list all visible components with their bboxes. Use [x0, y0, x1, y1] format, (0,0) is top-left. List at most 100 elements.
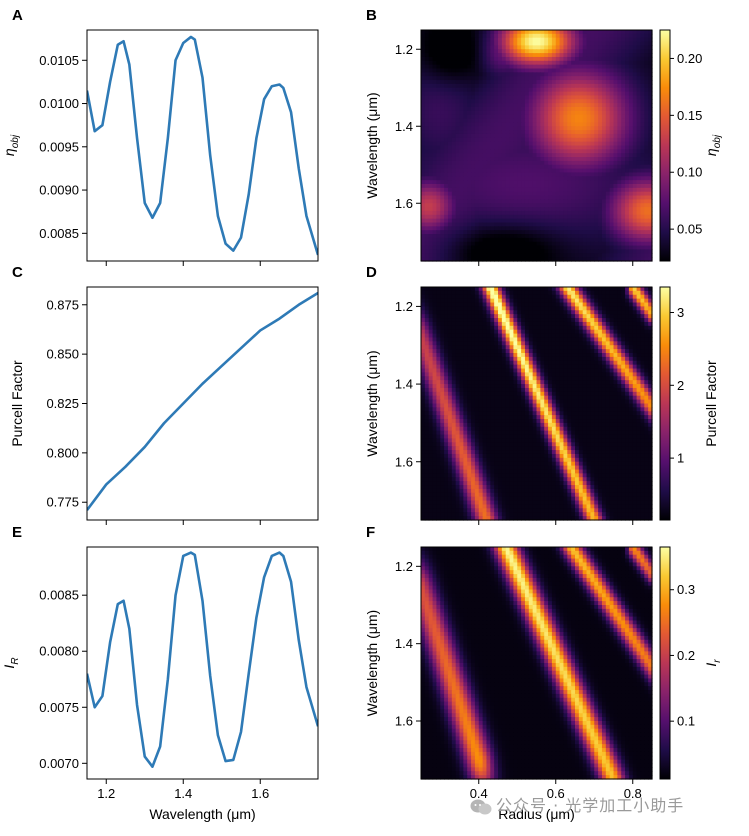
- heatmap-cell: [594, 164, 599, 170]
- heatmap-cell: [517, 203, 522, 208]
- heatmap-cell: [598, 56, 603, 62]
- heatmap-cell: [440, 76, 445, 81]
- heatmap-cell: [471, 376, 476, 381]
- heatmap-cell: [467, 230, 472, 235]
- heatmap-cell: [486, 210, 491, 216]
- heatmap-cell: [551, 230, 557, 235]
- heatmap-cell: [463, 64, 468, 70]
- heatmap-cell: [471, 222, 476, 227]
- heatmap-cell: [528, 160, 534, 166]
- heatmap-cell: [594, 349, 599, 354]
- heatmap-cell: [567, 207, 572, 212]
- heatmap-cell: [474, 245, 480, 251]
- heatmap-cell: [640, 245, 645, 251]
- heatmap-cell: [536, 203, 541, 208]
- heatmap-cell: [548, 237, 553, 243]
- heatmap-cell: [586, 141, 591, 147]
- heatmap-cell: [478, 199, 484, 204]
- heatmap-cell: [421, 210, 426, 216]
- heatmap-cell: [432, 122, 437, 127]
- heatmap-cell: [571, 245, 576, 251]
- heatmap-cell: [571, 210, 576, 216]
- heatmap-cell: [524, 298, 530, 304]
- heatmap-cell: [532, 33, 538, 39]
- heatmap-cell: [628, 160, 634, 166]
- heatmap-cell: [555, 257, 561, 262]
- heatmap-cell: [424, 222, 430, 227]
- heatmap-cell: [628, 110, 634, 116]
- heatmap-cell: [444, 364, 449, 370]
- heatmap-cell: [617, 157, 622, 162]
- heatmap-cell: [648, 64, 653, 70]
- heatmap-cell: [640, 53, 645, 58]
- heatmap-cell: [536, 364, 541, 370]
- heatmap-cell: [424, 30, 430, 35]
- heatmap-cell: [625, 287, 630, 292]
- heatmap-cell: [628, 83, 634, 89]
- heatmap-cell: [455, 187, 461, 193]
- heatmap-cell: [540, 306, 545, 311]
- heatmap-cell: [563, 157, 568, 162]
- heatmap-cell: [498, 298, 503, 304]
- heatmap-cell: [644, 76, 649, 81]
- heatmap-cell: [490, 137, 495, 143]
- heatmap-cell: [490, 168, 495, 174]
- heatmap-cell: [498, 130, 503, 135]
- heatmap-cell: [486, 184, 491, 189]
- heatmap-cell: [582, 180, 588, 185]
- heatmap-cell: [586, 80, 591, 85]
- heatmap-cell: [505, 103, 511, 108]
- heatmap-cell: [555, 103, 561, 108]
- heatmap-cell: [447, 37, 453, 43]
- heatmap-cell: [540, 133, 545, 139]
- heatmap-cell: [636, 325, 642, 331]
- heatmap-cell: [421, 376, 426, 381]
- heatmap-cell: [421, 234, 426, 239]
- heatmap-cell: [421, 222, 426, 227]
- heatmap-cell: [482, 91, 488, 97]
- heatmap-cell: [521, 176, 526, 181]
- heatmap-cell: [551, 310, 557, 315]
- heatmap-cell: [590, 214, 595, 220]
- heatmap-cell: [521, 149, 526, 154]
- heatmap-cell: [478, 360, 484, 366]
- heatmap-cell: [455, 199, 461, 204]
- heatmap-cell: [582, 49, 588, 54]
- heatmap-cell: [563, 110, 568, 116]
- heatmap-cell: [648, 249, 653, 254]
- heatmap-cell: [605, 184, 611, 189]
- heatmap-cell: [517, 222, 522, 227]
- heatmap-cell: [501, 130, 507, 135]
- heatmap-cell: [501, 207, 507, 212]
- heatmap-cell: [578, 68, 584, 73]
- heatmap-cell: [582, 118, 588, 123]
- heatmap-cell: [447, 226, 453, 231]
- heatmap-cell: [467, 222, 472, 227]
- heatmap-cell: [528, 360, 534, 366]
- heatmap-cell: [521, 207, 526, 212]
- heatmap-cell: [628, 133, 634, 139]
- heatmap-cell: [513, 318, 518, 323]
- heatmap-cell: [555, 337, 561, 342]
- heatmap-cell: [447, 130, 453, 135]
- heatmap-cell: [498, 56, 503, 62]
- heatmap-cell: [428, 356, 434, 362]
- heatmap-cell: [440, 234, 445, 239]
- heatmap-cell: [459, 376, 464, 381]
- heatmap-cell: [509, 49, 514, 54]
- heatmap-cell: [498, 157, 503, 162]
- heatmap-cell: [590, 168, 595, 174]
- heatmap-cell: [424, 345, 430, 350]
- heatmap-cell: [513, 133, 518, 139]
- heatmap-cell: [617, 210, 622, 216]
- heatmap-cell: [440, 91, 445, 97]
- heatmap-cell: [563, 249, 568, 254]
- heatmap-cell: [640, 218, 645, 224]
- heatmap-cell: [648, 353, 653, 358]
- heatmap-cell: [424, 122, 430, 127]
- heatmap-cell: [609, 237, 615, 243]
- heatmap-cell: [428, 126, 434, 131]
- heatmap-cell: [501, 349, 507, 354]
- heatmap-cell: [486, 245, 491, 251]
- heatmap-cell: [536, 87, 541, 93]
